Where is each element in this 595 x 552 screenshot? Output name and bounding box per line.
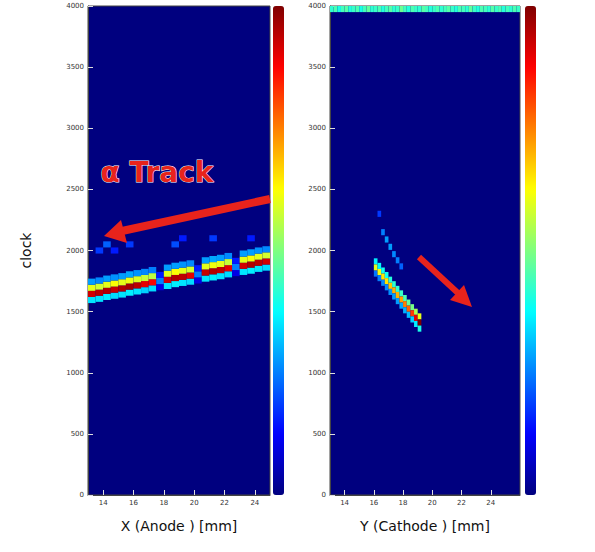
svg-text:14: 14	[340, 499, 349, 507]
svg-text:0: 0	[322, 491, 326, 499]
svg-text:18: 18	[399, 499, 408, 507]
svg-text:24: 24	[250, 499, 259, 507]
svg-text:1000: 1000	[308, 369, 326, 377]
svg-text:3000: 3000	[66, 124, 84, 132]
svg-text:18: 18	[159, 499, 168, 507]
svg-text:20: 20	[190, 499, 199, 507]
svg-text:X (Anode ) [mm]: X (Anode ) [mm]	[121, 518, 238, 534]
svg-text:clock: clock	[18, 232, 34, 269]
svg-text:2500: 2500	[66, 185, 84, 193]
svg-text:1500: 1500	[308, 308, 326, 316]
svg-text:3500: 3500	[66, 63, 84, 71]
svg-text:Y (Cathode ) [mm]: Y (Cathode ) [mm]	[359, 518, 490, 534]
svg-text:16: 16	[369, 499, 378, 507]
svg-text:20: 20	[428, 499, 437, 507]
svg-text:2000: 2000	[66, 247, 84, 255]
svg-text:1000: 1000	[66, 369, 84, 377]
svg-text:500: 500	[71, 430, 84, 438]
svg-text:22: 22	[457, 499, 466, 507]
svg-text:4000: 4000	[308, 2, 326, 10]
svg-text:3000: 3000	[308, 124, 326, 132]
svg-text:4000: 4000	[66, 2, 84, 10]
svg-text:500: 500	[313, 430, 326, 438]
svg-text:14: 14	[99, 499, 108, 507]
svg-text:2500: 2500	[308, 185, 326, 193]
svg-text:24: 24	[486, 499, 495, 507]
svg-text:16: 16	[129, 499, 138, 507]
svg-text:1500: 1500	[66, 308, 84, 316]
svg-text:α Track: α Track	[101, 156, 215, 189]
svg-text:3500: 3500	[308, 63, 326, 71]
svg-text:22: 22	[220, 499, 229, 507]
svg-text:0: 0	[80, 491, 84, 499]
svg-text:2000: 2000	[308, 247, 326, 255]
